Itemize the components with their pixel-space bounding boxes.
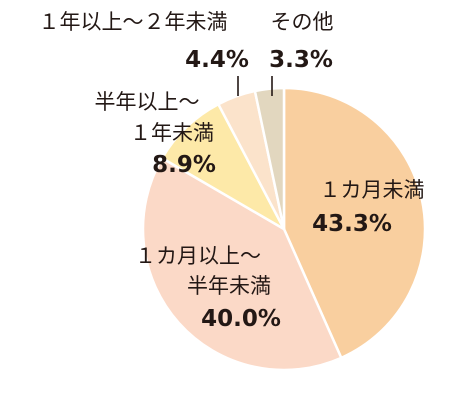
slice-value-halfyear-1year: 8.9% bbox=[152, 152, 216, 178]
slice-label-1month-halfyear-line1: １カ月以上～ bbox=[135, 244, 261, 268]
slice-label-1year-2year: １年以上～２年未満 bbox=[39, 10, 228, 34]
slice-label-halfyear-1year-line2: １年未満 bbox=[130, 121, 214, 145]
slice-label-other: その他 bbox=[271, 10, 334, 34]
slice-label-halfyear-1year-line1: 半年以上～ bbox=[95, 90, 200, 114]
pie-slice-1month-halfyear bbox=[141, 156, 343, 372]
slice-value-1month-halfyear: 40.0% bbox=[201, 306, 281, 332]
slice-label-1month-halfyear-line2: 半年未満 bbox=[187, 274, 271, 298]
slice-value-other: 3.3% bbox=[269, 47, 333, 73]
slice-label-1month-under: １カ月未満 bbox=[320, 178, 425, 202]
slice-value-1month-under: 43.3% bbox=[312, 211, 392, 237]
pie-slices bbox=[141, 86, 427, 372]
pie-slice-1month-under bbox=[282, 86, 427, 360]
slice-value-1year-2year: 4.4% bbox=[185, 47, 249, 73]
leader-lines bbox=[237, 76, 273, 96]
pie-slice-other bbox=[253, 86, 286, 231]
